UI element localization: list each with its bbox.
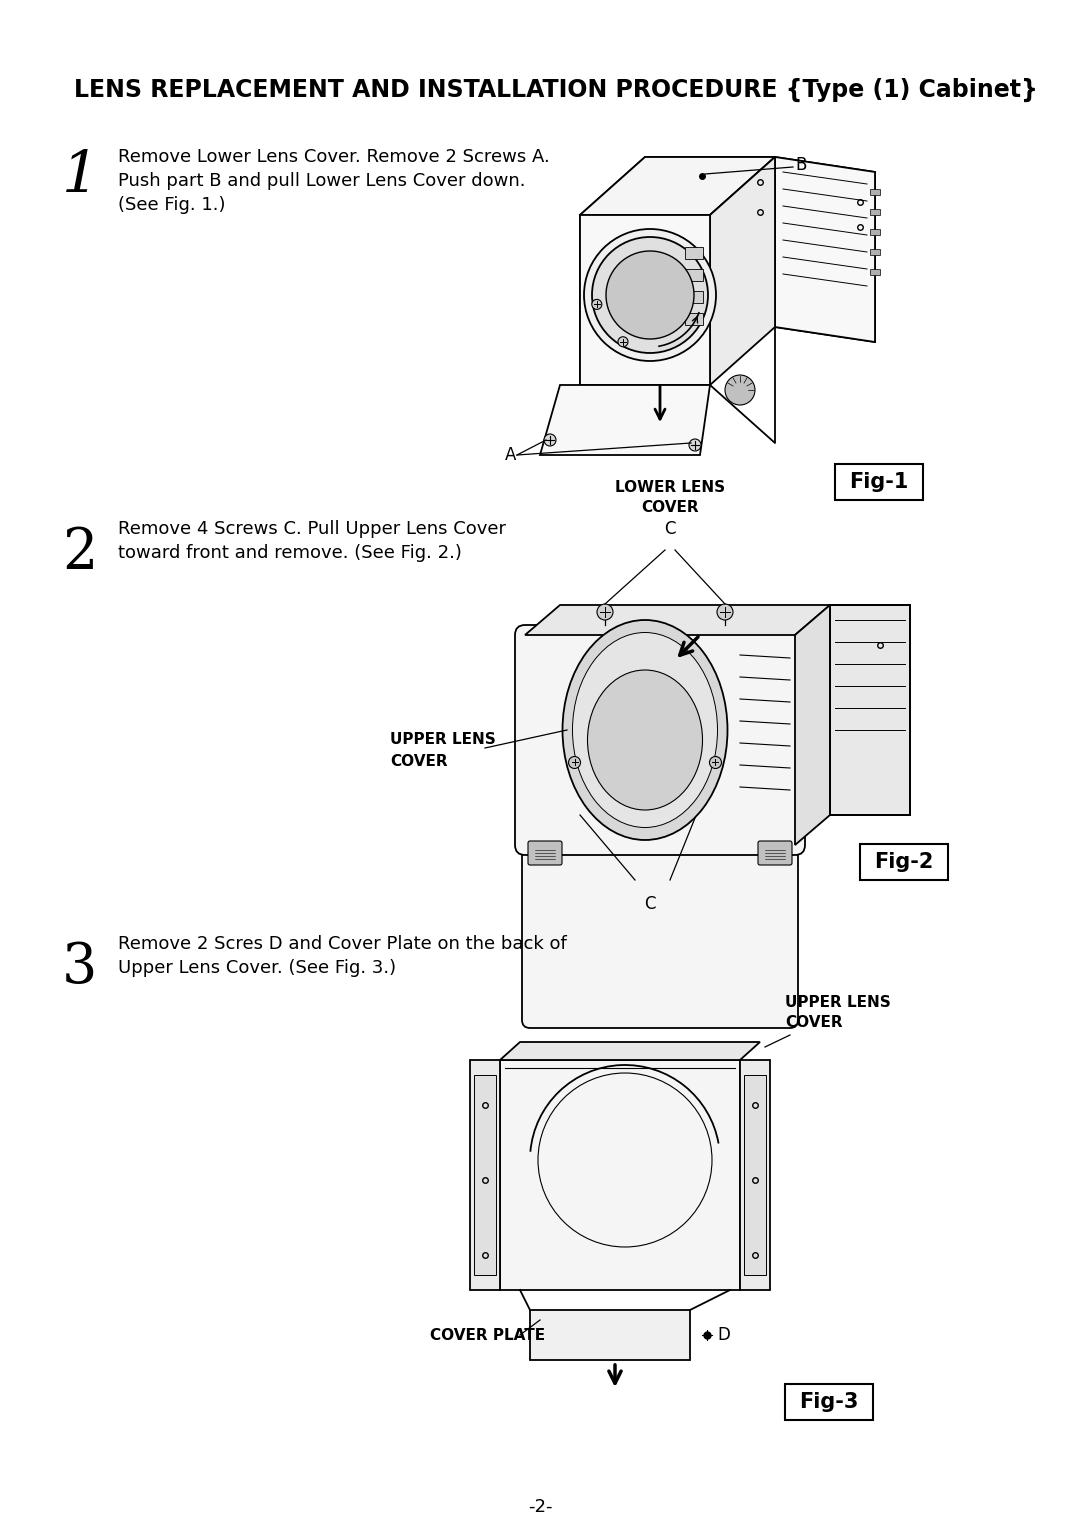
Circle shape — [584, 229, 716, 361]
Polygon shape — [525, 605, 831, 636]
Text: D: D — [717, 1326, 730, 1345]
Text: 3: 3 — [62, 940, 97, 995]
Polygon shape — [831, 605, 910, 814]
Text: COVER PLATE: COVER PLATE — [430, 1328, 545, 1343]
Circle shape — [725, 374, 755, 405]
Circle shape — [606, 251, 694, 339]
Text: COVER: COVER — [785, 1015, 842, 1030]
FancyBboxPatch shape — [528, 840, 562, 865]
Text: Push part B and pull Lower Lens Cover down.: Push part B and pull Lower Lens Cover do… — [118, 173, 526, 189]
Text: LENS REPLACEMENT AND INSTALLATION PROCEDURE {Type (1) Cabinet}: LENS REPLACEMENT AND INSTALLATION PROCED… — [75, 78, 1038, 102]
Circle shape — [618, 336, 627, 347]
Bar — [685, 269, 703, 281]
Text: 2: 2 — [62, 526, 97, 579]
Circle shape — [592, 237, 708, 353]
Text: toward front and remove. (See Fig. 2.): toward front and remove. (See Fig. 2.) — [118, 544, 462, 562]
Text: COVER: COVER — [390, 755, 447, 770]
Circle shape — [544, 434, 556, 446]
Polygon shape — [530, 795, 820, 821]
Polygon shape — [775, 157, 875, 342]
Polygon shape — [795, 605, 831, 845]
Ellipse shape — [588, 669, 702, 810]
Polygon shape — [580, 157, 775, 215]
Text: -2-: -2- — [528, 1497, 552, 1516]
Text: C: C — [664, 520, 676, 538]
Text: COVER: COVER — [642, 500, 699, 515]
Circle shape — [597, 604, 613, 620]
Text: Fig-1: Fig-1 — [849, 472, 908, 492]
FancyBboxPatch shape — [860, 843, 948, 880]
Bar — [685, 248, 703, 260]
FancyBboxPatch shape — [785, 1384, 873, 1420]
Text: B: B — [795, 156, 807, 174]
Bar — [740, 1060, 770, 1290]
Circle shape — [689, 439, 701, 451]
Text: Fig-2: Fig-2 — [875, 853, 934, 872]
Text: A: A — [505, 446, 516, 465]
Polygon shape — [540, 385, 710, 455]
Bar — [870, 269, 880, 275]
Text: Remove 4 Screws C. Pull Upper Lens Cover: Remove 4 Screws C. Pull Upper Lens Cover — [118, 520, 507, 538]
Bar — [474, 1076, 496, 1274]
Text: Fig-3: Fig-3 — [799, 1392, 859, 1412]
Bar — [530, 1309, 690, 1360]
Bar — [744, 1076, 766, 1274]
Polygon shape — [580, 215, 710, 385]
Bar — [870, 249, 880, 255]
Polygon shape — [710, 157, 775, 385]
Bar — [500, 1060, 740, 1290]
Text: LOWER LENS: LOWER LENS — [615, 480, 725, 495]
Bar — [870, 189, 880, 196]
Ellipse shape — [572, 633, 717, 828]
Bar — [870, 209, 880, 215]
Bar — [870, 229, 880, 235]
Text: Remove 2 Scres D and Cover Plate on the back of: Remove 2 Scres D and Cover Plate on the … — [118, 935, 567, 953]
FancyBboxPatch shape — [835, 465, 923, 500]
Bar — [470, 1060, 500, 1290]
Bar — [685, 290, 703, 303]
Polygon shape — [500, 1042, 760, 1060]
FancyBboxPatch shape — [515, 625, 805, 856]
FancyBboxPatch shape — [758, 840, 792, 865]
Bar — [685, 313, 703, 325]
Text: C: C — [645, 895, 656, 914]
Circle shape — [717, 604, 733, 620]
Ellipse shape — [563, 620, 728, 840]
Polygon shape — [775, 157, 875, 342]
Text: Upper Lens Cover. (See Fig. 3.): Upper Lens Cover. (See Fig. 3.) — [118, 960, 396, 976]
Circle shape — [568, 756, 581, 769]
Text: 1: 1 — [62, 148, 99, 205]
Text: (See Fig. 1.): (See Fig. 1.) — [118, 196, 226, 214]
Circle shape — [710, 756, 721, 769]
Text: UPPER LENS: UPPER LENS — [785, 995, 891, 1010]
Text: Remove Lower Lens Cover. Remove 2 Screws A.: Remove Lower Lens Cover. Remove 2 Screws… — [118, 148, 550, 167]
Circle shape — [592, 299, 602, 309]
Text: UPPER LENS: UPPER LENS — [390, 732, 496, 747]
FancyBboxPatch shape — [522, 811, 798, 1028]
